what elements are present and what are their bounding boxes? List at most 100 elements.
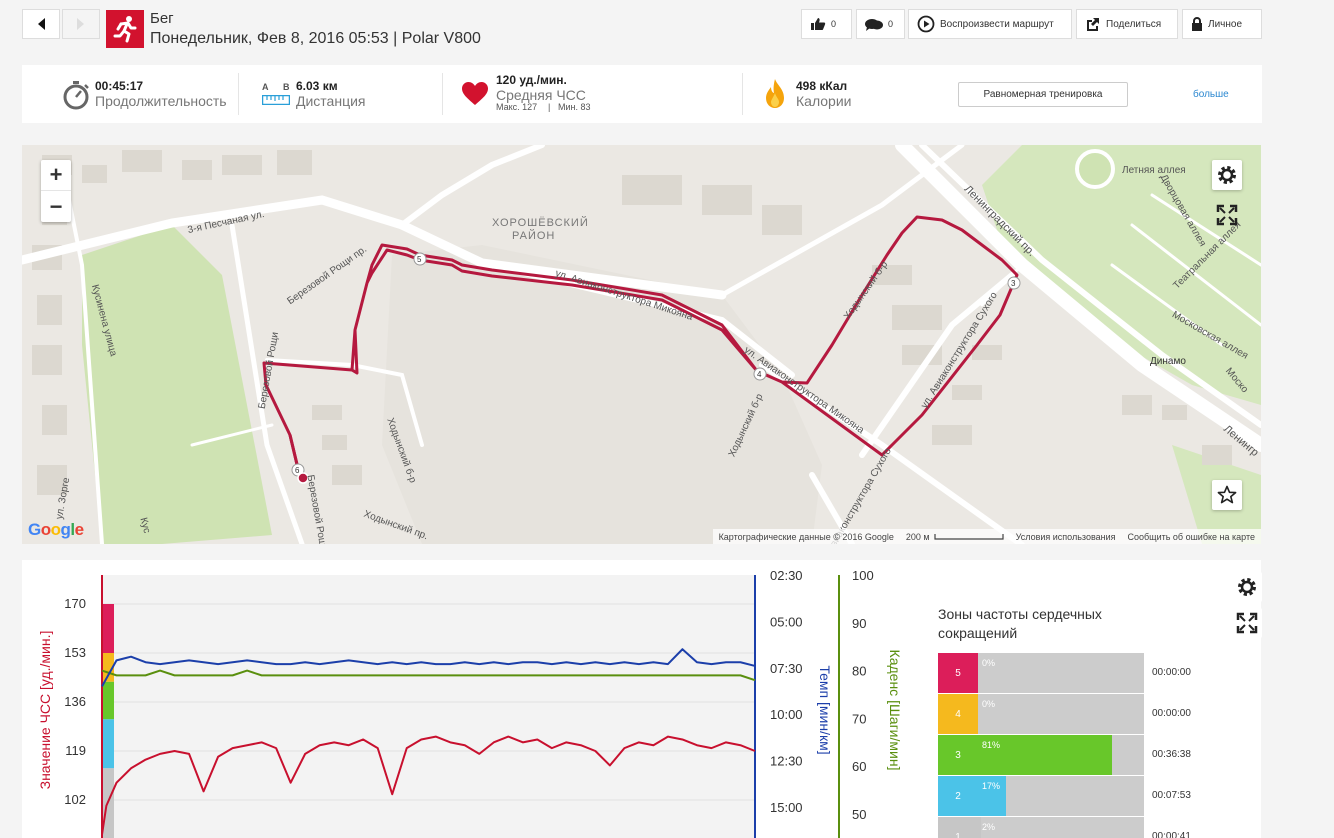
map-label-district: РАЙОН <box>512 230 556 242</box>
zone-number: 2 <box>938 776 978 816</box>
cadence-tick-label: 90 <box>852 616 866 631</box>
hr-zone-band <box>102 604 114 653</box>
distance-point-a: A <box>262 82 269 92</box>
map-settings-button[interactable] <box>1212 160 1242 190</box>
hr-zone-band <box>102 653 114 682</box>
lock-icon <box>1192 17 1202 31</box>
cadence-tick-label: 80 <box>852 664 866 679</box>
cadence-tick-label: 70 <box>852 711 866 726</box>
zone-bar-track: 17% <box>978 776 1144 816</box>
zone-time: 00:00:41 <box>1152 831 1191 838</box>
zone-percent: 0% <box>982 699 996 709</box>
flame-icon <box>766 79 784 108</box>
divider <box>238 73 239 115</box>
marker-4: 4 <box>757 370 762 379</box>
map-footer: Картографические данные © 2016 Google 20… <box>712 529 1261 544</box>
hr-separator: | <box>548 102 551 112</box>
pace-tick-label: 12:30 <box>770 754 803 769</box>
zone-time: 00:00:00 <box>1152 667 1191 678</box>
privacy-button[interactable]: Личное <box>1182 9 1262 39</box>
hr-zone-band <box>102 719 114 769</box>
chart-settings-button[interactable] <box>1232 572 1262 602</box>
stopwatch-icon <box>63 81 89 110</box>
hr-axis-title: Значение ЧСС [уд./мин.] <box>37 631 53 790</box>
zone-bar-fill <box>978 776 1007 816</box>
map-label-street: Летняя аллея <box>1122 165 1186 176</box>
hr-tick-label: 119 <box>65 743 86 758</box>
hr-tick-label: 102 <box>64 792 86 807</box>
play-route-label: Воспроизвести маршрут <box>940 18 1054 30</box>
gear-icon <box>1238 578 1256 596</box>
zone-percent: 2% <box>982 822 996 832</box>
pace-tick-label: 05:00 <box>770 614 803 629</box>
marker-5: 5 <box>417 255 422 264</box>
zone-percent: 0% <box>982 658 996 668</box>
fullscreen-icon <box>1236 612 1258 634</box>
comment-icon <box>865 18 883 31</box>
max-hr: Макс. 127 <box>496 102 538 112</box>
zoom-out-button[interactable]: − <box>49 193 63 219</box>
zoom-in-button[interactable]: + <box>41 160 71 191</box>
zone-number: 3 <box>938 735 978 775</box>
distance-value: 6.03 км <box>296 79 338 93</box>
pace-tick-label: 10:00 <box>770 707 803 722</box>
cadence-tick-label: 100 <box>852 568 874 583</box>
marker-6: 6 <box>295 466 300 475</box>
play-icon <box>917 15 935 33</box>
hr-tick-label: 170 <box>64 596 86 611</box>
hr-tick-label: 136 <box>64 694 86 709</box>
pace-tick-label: 15:00 <box>770 800 803 815</box>
pace-series-line <box>101 648 756 687</box>
forward-button[interactable] <box>62 9 100 39</box>
heart-icon <box>462 82 488 105</box>
map-label-metro: Динамо <box>1150 356 1186 367</box>
map-fullscreen-button[interactable] <box>1212 200 1242 230</box>
calories-value: 498 кКал <box>796 79 848 93</box>
zone-bar-track: 2% <box>978 817 1144 838</box>
back-button[interactable] <box>22 9 60 39</box>
cadence-series-line <box>101 669 756 682</box>
play-route-button[interactable]: Воспроизвести маршрут <box>908 9 1072 39</box>
terms-link[interactable]: Условия использования <box>1015 531 1116 542</box>
pace-tick-label: 02:30 <box>770 568 803 583</box>
hr-zones-title: Зоны частоты сердечных сокращений <box>938 606 1102 641</box>
report-error-link[interactable]: Сообщить об ошибке на карте <box>1127 531 1255 542</box>
share-button[interactable]: Поделиться <box>1076 9 1178 39</box>
zone-percent: 81% <box>982 740 1001 750</box>
avg-hr-value: 120 уд./мин. <box>496 73 567 87</box>
zone-number: 5 <box>938 653 978 693</box>
cadence-tick-label: 50 <box>852 807 866 822</box>
distance-stat: A B 6.03 км Дистанция <box>262 65 442 123</box>
google-logo: Google <box>28 520 84 539</box>
chart-fullscreen-button[interactable] <box>1232 608 1262 638</box>
fullscreen-icon <box>1216 204 1238 226</box>
training-type-button[interactable]: Равномерная тренировка <box>958 82 1128 107</box>
min-hr: Мин. 83 <box>558 102 591 112</box>
sport-name: Бег <box>150 10 174 27</box>
favorite-route-button[interactable] <box>1212 480 1242 510</box>
share-icon <box>1087 18 1099 31</box>
zone-bar-track: 0% <box>978 694 1144 734</box>
divider <box>442 73 443 115</box>
running-sport-icon <box>106 10 144 48</box>
like-count: 0 <box>831 19 837 29</box>
zone-bar-fill <box>978 817 982 838</box>
duration-label: Продолжительность <box>95 93 227 109</box>
zone-bar-fill <box>978 735 1113 775</box>
zoom-control: + − <box>41 160 71 222</box>
plot-area <box>102 575 755 838</box>
hr-series-line <box>101 735 756 835</box>
session-chart[interactable]: 170 153 136 119 102 02:30 05:00 07:30 10:00 12:30… <box>22 560 922 838</box>
map-label-district: ХОРОШЁВСКИЙ <box>492 217 589 229</box>
hr-tick-label: 153 <box>64 645 86 660</box>
more-link[interactable]: больше <box>1193 89 1229 100</box>
duration-stat: 00:45:17 Продолжительность <box>62 65 242 123</box>
duration-value: 00:45:17 <box>95 79 144 93</box>
heart-rate-stat: 120 уд./мин. Средняя ЧСС Макс. 127 | Мин… <box>462 65 662 123</box>
comment-button[interactable]: 0 <box>856 9 905 39</box>
like-button[interactable]: 0 <box>801 9 852 39</box>
map-canvas: 3 4 5 6 <box>22 145 1261 544</box>
route-map[interactable]: 3 4 5 6 ХОРОШЁВСКИЙ РАЙОН 3-я Песчаная у… <box>22 145 1261 544</box>
divider <box>742 73 743 115</box>
zone-time: 00:00:00 <box>1152 708 1191 719</box>
